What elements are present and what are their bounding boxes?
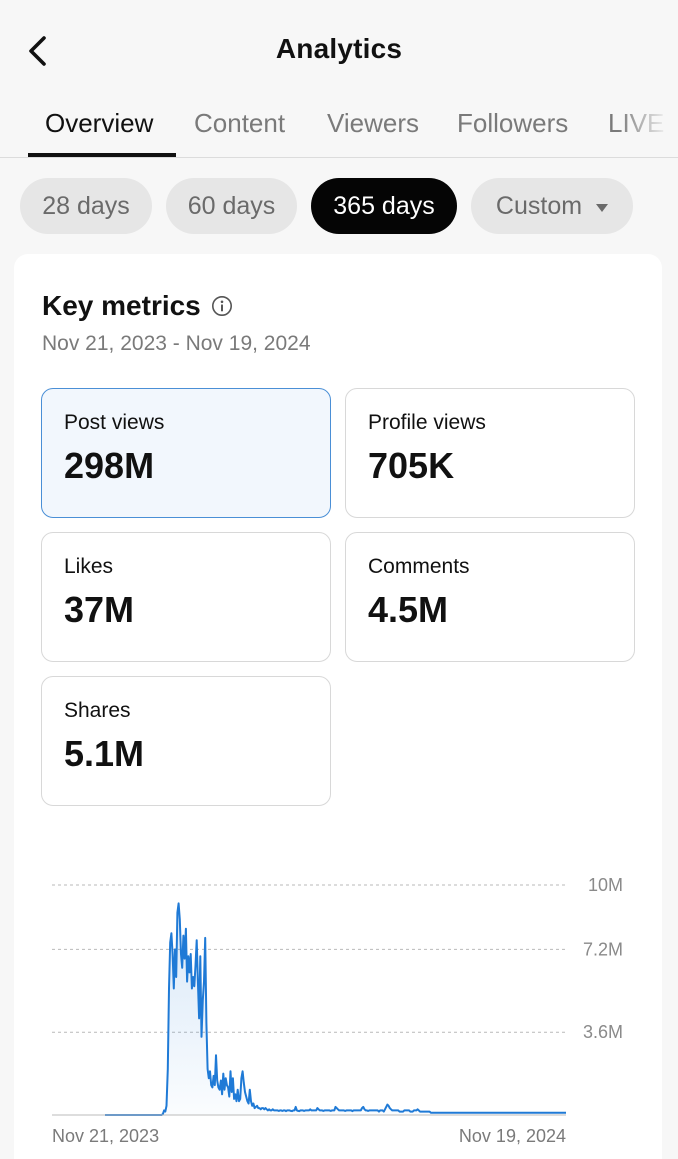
info-icon[interactable] [211, 295, 233, 317]
metric-label: Profile views [368, 411, 486, 434]
range-custom-dropdown[interactable]: Custom [471, 178, 633, 234]
metric-value: 705K [368, 445, 455, 486]
metric-label: Shares [64, 699, 131, 722]
key-metrics-title: Key metrics [42, 290, 201, 321]
date-range-label: Nov 21, 2023 - Nov 19, 2024 [42, 332, 311, 355]
range-365-days-chip[interactable]: 365 days [311, 178, 457, 234]
chart-area-fill [105, 903, 566, 1115]
metric-value: 5.1M [64, 733, 145, 774]
metric-label: Post views [64, 411, 165, 434]
chip-label: 365 days [333, 191, 435, 220]
metric-value: 4.5M [368, 589, 449, 630]
chip-label: Custom [495, 191, 583, 220]
post-views-chart[interactable]: 10M 7.2M 3.6M Nov 21, 2023 Nov 19, 2024 [0, 830, 678, 1159]
caret-down-icon [596, 203, 609, 212]
range-28-days-chip[interactable]: 28 days [20, 178, 152, 234]
y-tick-label: 7.2M [583, 939, 623, 959]
metric-value: 37M [64, 589, 135, 630]
chip-label: 60 days [187, 191, 276, 220]
chip-label: 28 days [42, 191, 130, 220]
header-bar: Analytics [0, 0, 678, 100]
metric-label: Likes [64, 555, 114, 578]
y-tick-label: 3.6M [583, 1022, 623, 1042]
tab-content[interactable]: Content [194, 108, 286, 138]
metric-likes[interactable]: Likes 37M [41, 532, 331, 662]
page-title: Analytics [275, 33, 403, 64]
active-tab-indicator [28, 153, 176, 157]
metric-label: Comments [368, 555, 470, 578]
metric-profile-views[interactable]: Profile views 705K [345, 388, 635, 518]
metric-comments[interactable]: Comments 4.5M [345, 532, 635, 662]
metric-shares[interactable]: Shares 5.1M [41, 676, 331, 806]
tab-viewers[interactable]: Viewers [327, 108, 420, 138]
chart-series-line [105, 902, 566, 1116]
metric-value: 298M [64, 445, 155, 486]
metric-post-views[interactable]: Post views 298M [41, 388, 331, 518]
key-metrics-heading: Key metrics [42, 290, 233, 322]
tab-followers[interactable]: Followers [457, 108, 569, 138]
tab-bar: Overview Content Viewers Followers LIVE [0, 92, 678, 158]
x-axis-label-end: Nov 19, 2024 [459, 1126, 566, 1146]
tab-overview[interactable]: Overview [45, 108, 154, 138]
chart-gridlines [52, 884, 566, 1033]
y-tick-label: 10M [588, 875, 623, 895]
tabs-scroll-fade [618, 92, 678, 156]
back-arrow-icon[interactable] [22, 32, 56, 70]
key-metrics-card: Key metrics Nov 21, 2023 - Nov 19, 2024 … [14, 254, 662, 1159]
x-axis-label-start: Nov 21, 2023 [52, 1126, 159, 1146]
range-60-days-chip[interactable]: 60 days [166, 178, 297, 234]
